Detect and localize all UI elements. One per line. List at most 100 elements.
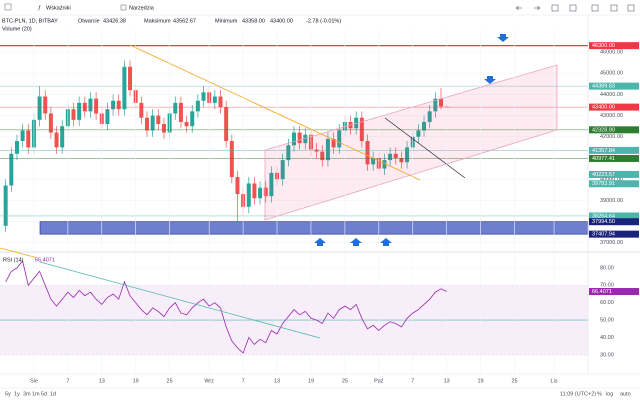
candle-body [252, 183, 257, 199]
tools-icon [120, 4, 127, 11]
y-tick-label: 46000.00 [600, 49, 623, 55]
change-value: -2.78 (-0.01%) [306, 18, 341, 24]
tools-button[interactable] [118, 3, 158, 12]
arrow-up [380, 238, 392, 246]
log-toggle[interactable]: log [606, 391, 613, 397]
x-tick-label: 25 [167, 378, 173, 384]
trend-line [129, 44, 421, 181]
x-tick-label: Sie [30, 378, 38, 384]
candle-body [280, 160, 285, 180]
x-tick-label: 19 [308, 378, 314, 384]
low-value: 43358.00 [242, 18, 265, 24]
candle-body [122, 66, 127, 110]
candle-body [422, 121, 427, 131]
x-tick-label: 25 [342, 378, 348, 384]
volume-label: Volume (20) [2, 26, 32, 32]
fullscreen-icon[interactable] [591, 4, 599, 12]
range-button[interactable]: 5y [5, 391, 11, 397]
rsi-last-value: 66.4071 [35, 257, 55, 263]
candle-body [263, 187, 268, 197]
candle-body [71, 109, 76, 120]
arrow-down [497, 34, 509, 42]
range-button[interactable]: 3m [23, 391, 31, 397]
x-tick-label: 13 [274, 378, 280, 384]
auto-toggle[interactable]: auto [620, 391, 631, 397]
range-button[interactable]: 5d [41, 391, 47, 397]
x-tick-label: 13 [99, 378, 105, 384]
candle-body [77, 102, 82, 120]
level-label: 43400.00 [592, 105, 615, 111]
y-tick-label: 40.00 [600, 335, 614, 341]
indicators-label[interactable]: Wskaźniki [46, 5, 71, 11]
candle-body [150, 115, 155, 131]
candle-body [303, 134, 308, 144]
level-label-bg [589, 230, 639, 238]
indicators-button[interactable] [36, 3, 72, 12]
candle-body [14, 141, 19, 154]
y-tick-label: 40000.00 [600, 177, 623, 183]
tools-label[interactable]: Narzędzia [129, 5, 155, 11]
rsi-trend-line [0, 247, 39, 259]
open-value: 43426.38 [103, 18, 126, 24]
x-tick-label: 7 [66, 378, 69, 384]
arrow-up [350, 238, 362, 246]
level-label: 37407.94 [592, 232, 615, 238]
redo-icon[interactable] [534, 5, 541, 11]
candle-body [433, 98, 438, 112]
arrow-up [314, 238, 326, 246]
percent-toggle[interactable]: % [597, 391, 602, 397]
candle-body [297, 132, 302, 144]
candle-body [60, 126, 65, 148]
candle-body [337, 130, 342, 148]
y-tick-label: 70.00 [600, 283, 614, 289]
level-label: 38264.64 [592, 213, 615, 219]
level-label-bg [589, 42, 639, 50]
x-tick-label: Lis [551, 378, 558, 384]
y-tick-label: 37000.00 [600, 240, 623, 246]
candle-body [195, 100, 200, 112]
range-button[interactable]: 1m [32, 391, 40, 397]
y-tick-label: 39000.00 [600, 198, 623, 204]
range-button[interactable]: 1y [14, 391, 20, 397]
candle-body [20, 130, 25, 142]
candle-body [3, 185, 8, 226]
candle-body [235, 177, 240, 195]
candle-body [258, 187, 263, 199]
candle-body [269, 172, 274, 197]
y-tick-label: 45000.00 [600, 71, 623, 77]
y-tick-label: 44000.00 [600, 92, 623, 98]
screenshot-icon[interactable] [610, 4, 618, 12]
candle-body [190, 111, 195, 127]
candle-body [128, 66, 133, 91]
candle-body [94, 98, 99, 114]
level-label: 40977.41 [592, 156, 615, 162]
open-label: Otwarcie [78, 18, 100, 24]
candle-body [371, 157, 376, 165]
level-label: 44389.83 [592, 84, 615, 90]
layout-icon[interactable] [551, 4, 559, 12]
close-value: 43400.00 [270, 18, 293, 24]
undo-icon[interactable] [515, 5, 522, 11]
y-tick-label: 43000.00 [600, 113, 623, 119]
candle-body [111, 100, 116, 110]
x-tick-label: 25 [511, 378, 517, 384]
candle-body [88, 98, 93, 112]
arrows [314, 34, 509, 246]
level-label-bg [589, 180, 639, 188]
range-button[interactable]: 1d [50, 391, 56, 397]
rsi-pane: 30.00 40.00 50.00 60.00 70.00 80.00 Sie 7 13 19 25… [0, 30, 639, 384]
more-icon[interactable] [627, 4, 635, 12]
x-tick-label: Wrz [204, 378, 214, 384]
candle-body [405, 147, 410, 163]
candle-body [184, 121, 189, 127]
candle-body [161, 124, 166, 133]
candle-body [427, 111, 432, 122]
settings-icon[interactable] [569, 4, 577, 12]
x-tick-label: 7 [411, 378, 414, 384]
candle-body [286, 145, 291, 161]
candle-body [388, 153, 393, 161]
symbol-icon[interactable] [4, 3, 12, 11]
rsi-line [5, 260, 447, 354]
candle-body [229, 141, 234, 178]
